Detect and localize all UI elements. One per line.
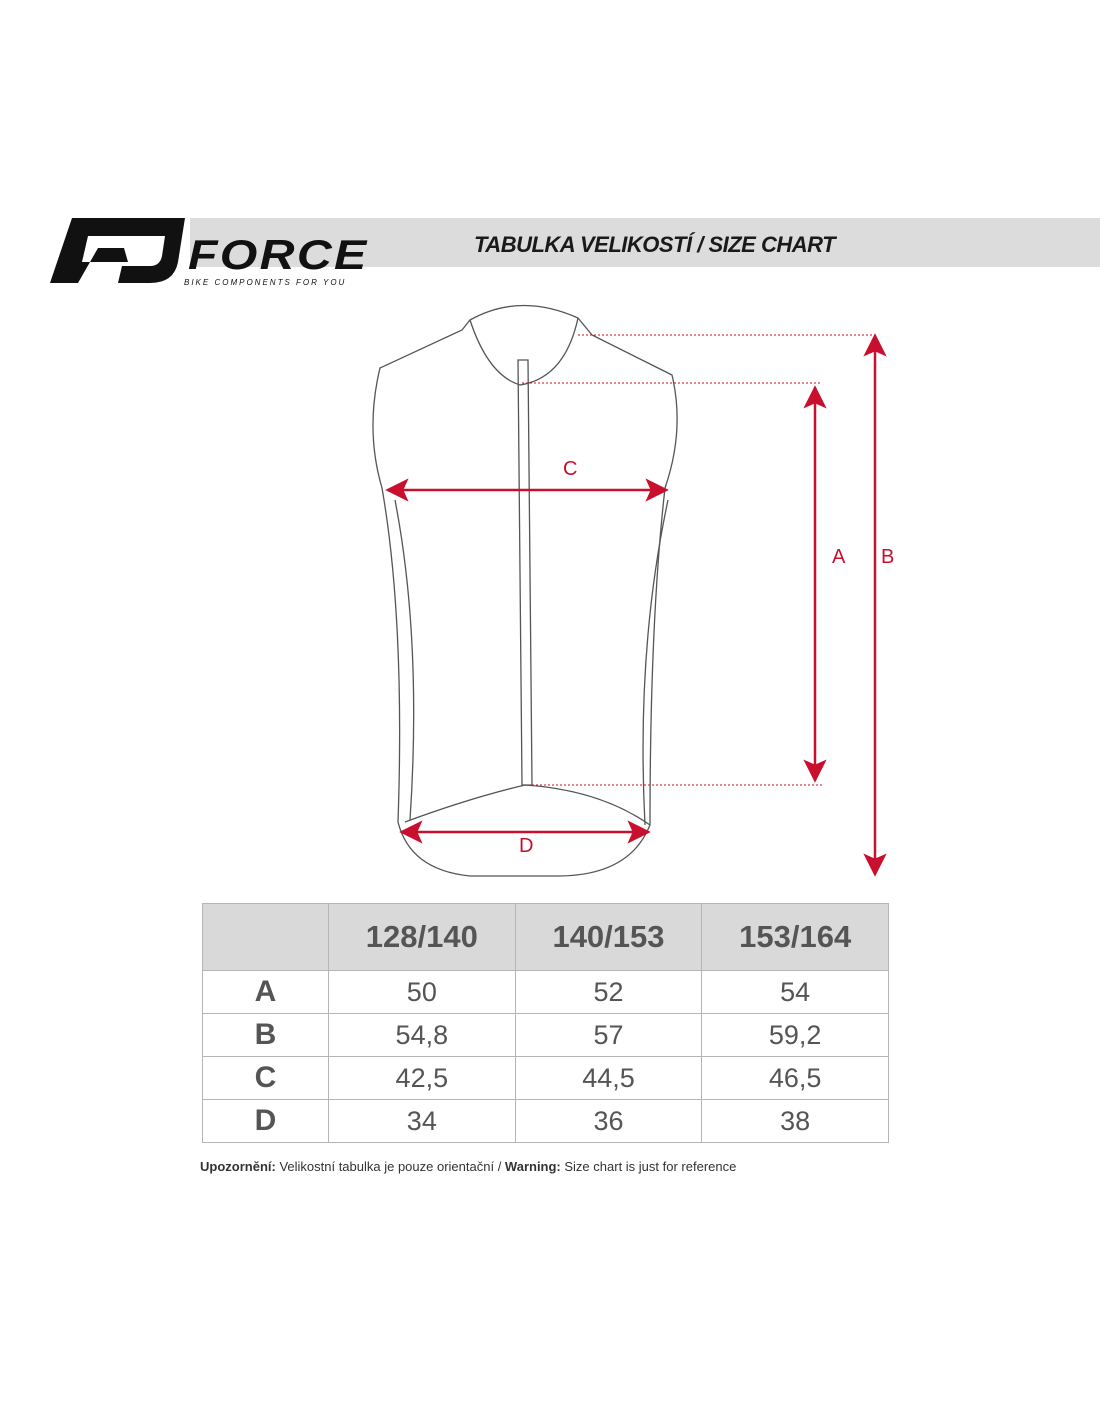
note-cz-text: Velikostní tabulka je pouze orientační / [275,1159,505,1174]
cell: 38 [701,1099,889,1143]
cell: 54,8 [328,1013,516,1057]
header-band [190,218,1100,267]
table-row: C 42,5 44,5 46,5 [202,1056,889,1100]
cell: 42,5 [328,1056,516,1100]
row-label: A [202,970,329,1014]
brand-tagline: BIKE COMPONENTS FOR YOU [184,278,347,287]
cell: 50 [328,970,516,1014]
row-label: D [202,1099,329,1143]
header-cell: 153/164 [701,903,889,971]
cell: 59,2 [701,1013,889,1057]
header-cell: 128/140 [328,903,516,971]
note-en-text: Size chart is just for reference [560,1159,737,1174]
label-b: B [881,546,895,568]
cell: 36 [514,1099,703,1143]
table-header-row: 128/140 140/153 153/164 [202,903,889,971]
label-d: D [519,835,534,857]
page-title: TABULKA VELIKOSTÍ / SIZE CHART [474,232,836,257]
dimension-arrows [385,333,887,877]
vest-outline [372,304,678,877]
cell: 34 [328,1099,516,1143]
dimension-guides [522,334,875,786]
cell: 46,5 [701,1056,889,1100]
cell: 52 [514,970,703,1014]
label-a: A [832,546,846,568]
cell: 54 [701,970,889,1014]
size-table: 128/140 140/153 153/164 A 50 52 54 B 54,… [202,903,889,1143]
cell: 44,5 [514,1056,703,1100]
row-label: B [202,1013,329,1057]
force-logo-mark [50,218,185,283]
warning-note: Upozornění: Velikostní tabulka je pouze … [200,1159,736,1175]
table-row: B 54,8 57 59,2 [202,1013,889,1057]
cell: 57 [514,1013,703,1057]
header-cell [202,903,329,971]
note-cz-label: Upozornění: [200,1159,276,1174]
table-row: A 50 52 54 [202,970,889,1014]
table-row: D 34 36 38 [202,1099,889,1143]
header-cell: 140/153 [514,903,703,971]
row-label: C [202,1056,329,1100]
note-en-label: Warning: [504,1159,561,1174]
label-c: C [563,458,578,480]
brand-name: FORCE [188,231,369,278]
